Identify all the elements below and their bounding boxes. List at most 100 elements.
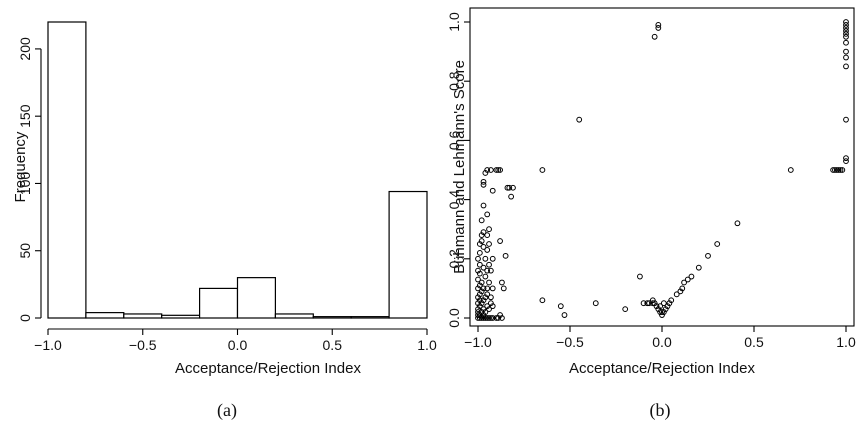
scatter-point <box>478 288 485 295</box>
histogram-x-tick-label: −1.0 <box>34 337 62 353</box>
scatter-y-axis: 0.0 0.2 0.4 0.6 0.8 1.0 <box>446 12 470 328</box>
scatter-point <box>475 294 481 301</box>
scatter-point <box>684 276 691 283</box>
scatter-point <box>843 63 849 70</box>
scatter-point <box>480 178 487 185</box>
scatter-point <box>644 300 651 307</box>
scatter-point <box>478 315 485 321</box>
scatter-point <box>681 279 687 286</box>
scatter-point <box>476 261 483 268</box>
scatter-point <box>480 312 487 318</box>
scatter-x-tick-label: −0.5 <box>556 334 584 350</box>
scatter-point <box>476 297 483 304</box>
scatter-point <box>484 303 491 310</box>
scatter-point <box>487 294 494 301</box>
scatter-point <box>480 181 487 188</box>
scatter-point <box>843 22 849 28</box>
histogram-bar <box>85 312 125 319</box>
scatter-point <box>660 300 667 307</box>
scatter-point <box>843 33 849 40</box>
scatter-point <box>843 27 849 34</box>
scatter-point <box>475 267 481 274</box>
scatter-point <box>646 300 653 307</box>
scatter-y-tick-label: 0.0 <box>446 308 462 328</box>
scatter-point <box>476 291 483 298</box>
scatter-point <box>499 279 505 286</box>
scatter-point <box>482 315 489 321</box>
scatter-point <box>480 297 487 304</box>
scatter-point <box>695 264 702 271</box>
scatter-point <box>668 297 675 304</box>
scatter-point <box>482 294 489 301</box>
scatter-point <box>499 315 505 321</box>
scatter-point <box>480 202 487 209</box>
scatter-point <box>592 300 599 307</box>
scatter-y-tick-label: 0.2 <box>446 249 462 269</box>
scatter-point <box>655 306 662 313</box>
scatter-point <box>843 39 849 46</box>
scatter-point <box>651 300 658 307</box>
scatter-point <box>659 312 665 318</box>
histogram-bar <box>350 316 390 319</box>
scatter-point <box>484 232 491 239</box>
histogram-bars <box>47 21 428 319</box>
scatter-point <box>489 285 496 292</box>
scatter-x-tick-label: 0.5 <box>744 334 764 350</box>
scatter-point <box>677 288 684 295</box>
scatter-point <box>843 19 849 25</box>
scatter-point <box>480 264 487 271</box>
scatter-point <box>557 303 564 310</box>
scatter-point <box>482 170 489 176</box>
scatter-point <box>832 167 838 173</box>
histogram-bar <box>312 316 352 319</box>
scatter-point <box>666 300 673 307</box>
scatter-point <box>480 306 487 313</box>
scatter-y-tick-label: 1.0 <box>446 12 462 32</box>
scatter-point <box>493 167 500 173</box>
scatter-point <box>657 303 664 310</box>
scatter-point <box>484 315 491 321</box>
histogram-x-axis: −1.0 −0.5 0.0 0.5 1.0 <box>34 328 437 353</box>
scatter-point <box>476 270 483 277</box>
scatter-panel: −1.0 −0.5 0.0 0.5 1.0 0.0 0.2 0.4 0.6 0.8 1.0 Acc… <box>446 7 856 421</box>
scatter-point <box>510 184 516 191</box>
scatter-point <box>475 306 481 313</box>
scatter-point <box>508 193 515 200</box>
scatter-x-axis: −1.0 −0.5 0.0 0.5 1.0 <box>464 326 856 350</box>
scatter-point <box>476 315 483 321</box>
scatter-point <box>476 249 483 256</box>
scatter-point <box>539 167 546 173</box>
scatter-point <box>476 241 483 247</box>
scatter-point <box>482 309 489 315</box>
scatter-point <box>484 247 491 253</box>
scatter-point <box>835 167 842 173</box>
scatter-point <box>504 184 511 191</box>
scatter-point <box>843 30 849 37</box>
scatter-point <box>475 312 481 318</box>
scatter-point <box>475 285 481 292</box>
histogram-x-tick-label: 0.0 <box>228 337 248 353</box>
scatter-point <box>655 25 662 31</box>
scatter-point <box>502 252 509 259</box>
scatter-point <box>487 315 494 321</box>
scatter-point <box>486 315 492 321</box>
scatter-point <box>484 167 491 173</box>
scatter-point <box>475 300 481 307</box>
scatter-point <box>486 241 492 247</box>
scatter-point <box>480 285 487 292</box>
histogram-y-tick-label: 0 <box>17 314 33 322</box>
scatter-y-tick-label: 0.4 <box>446 190 462 210</box>
histogram-x-axis-label: Acceptance/Rejection Index <box>175 360 361 377</box>
scatter-point <box>651 33 658 40</box>
scatter-point <box>673 291 680 298</box>
scatter-point <box>478 232 485 239</box>
scatter-point <box>787 167 794 173</box>
scatter-y-tick-label: 0.6 <box>446 130 462 150</box>
scatter-point <box>843 116 849 123</box>
scatter-point <box>714 241 721 247</box>
scatter-point <box>657 309 664 315</box>
scatter-point <box>475 315 481 321</box>
scatter-point <box>489 303 496 310</box>
scatter-point <box>487 167 494 173</box>
